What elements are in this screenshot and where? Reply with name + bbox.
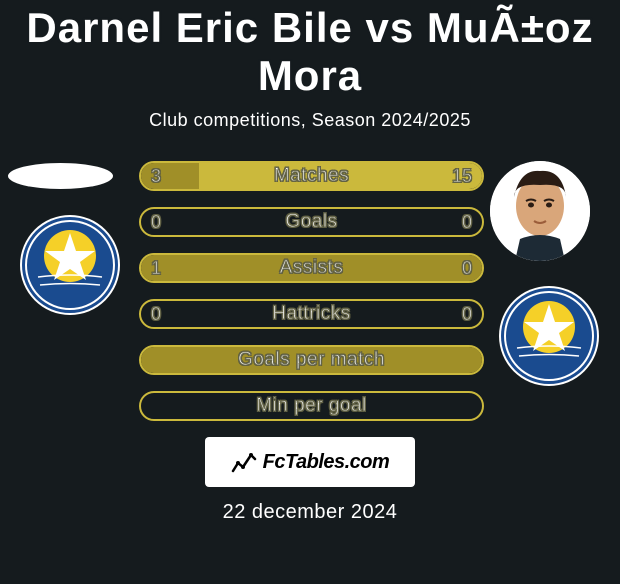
player2-avatar — [490, 161, 590, 261]
stat-label: Hattricks — [141, 301, 482, 327]
date-label: 22 december 2024 — [0, 501, 620, 524]
player1-avatar — [8, 163, 113, 189]
stat-row: Hattricks0 0 — [139, 299, 484, 329]
stat-row: Goals per match — [139, 345, 484, 375]
stat-left-value: 0 — [151, 301, 161, 327]
stat-left-value: 0 — [151, 209, 161, 235]
stat-left-value: 1 — [151, 255, 161, 281]
stat-right-value: 0 — [462, 255, 472, 281]
stat-right-value: 15 — [452, 163, 472, 189]
stat-row: Assists1 0 — [139, 253, 484, 283]
stat-label: Goals per match — [141, 347, 482, 373]
stat-label: Goals — [141, 209, 482, 235]
player2-club-logo — [499, 286, 599, 386]
season-subtitle: Club competitions, Season 2024/2025 — [0, 110, 620, 131]
comparison-area: Matches315Goals00Assists10Hattricks00Goa… — [0, 161, 620, 524]
stat-label: Matches — [141, 163, 482, 189]
asteras-logo-icon — [499, 286, 599, 386]
stat-label: Min per goal — [141, 393, 482, 419]
chart-icon — [231, 449, 257, 475]
page-title: Darnel Eric Bile vs MuÃ±oz Mora — [0, 4, 620, 100]
stat-row: Min per goal — [139, 391, 484, 421]
brand-box: FcTables.com — [205, 437, 415, 487]
stat-row: Matches3 15 — [139, 161, 484, 191]
stat-bars: Matches315Goals00Assists10Hattricks00Goa… — [139, 161, 484, 421]
asteras-logo-icon — [20, 215, 120, 315]
stat-right-value: 0 — [462, 301, 472, 327]
player1-club-logo — [20, 215, 120, 315]
stat-left-value: 3 — [151, 163, 161, 189]
brand-text: FcTables.com — [263, 451, 390, 474]
player-face-icon — [490, 161, 590, 261]
stat-label: Assists — [141, 255, 482, 281]
stat-row: Goals0 0 — [139, 207, 484, 237]
stat-right-value: 0 — [462, 209, 472, 235]
